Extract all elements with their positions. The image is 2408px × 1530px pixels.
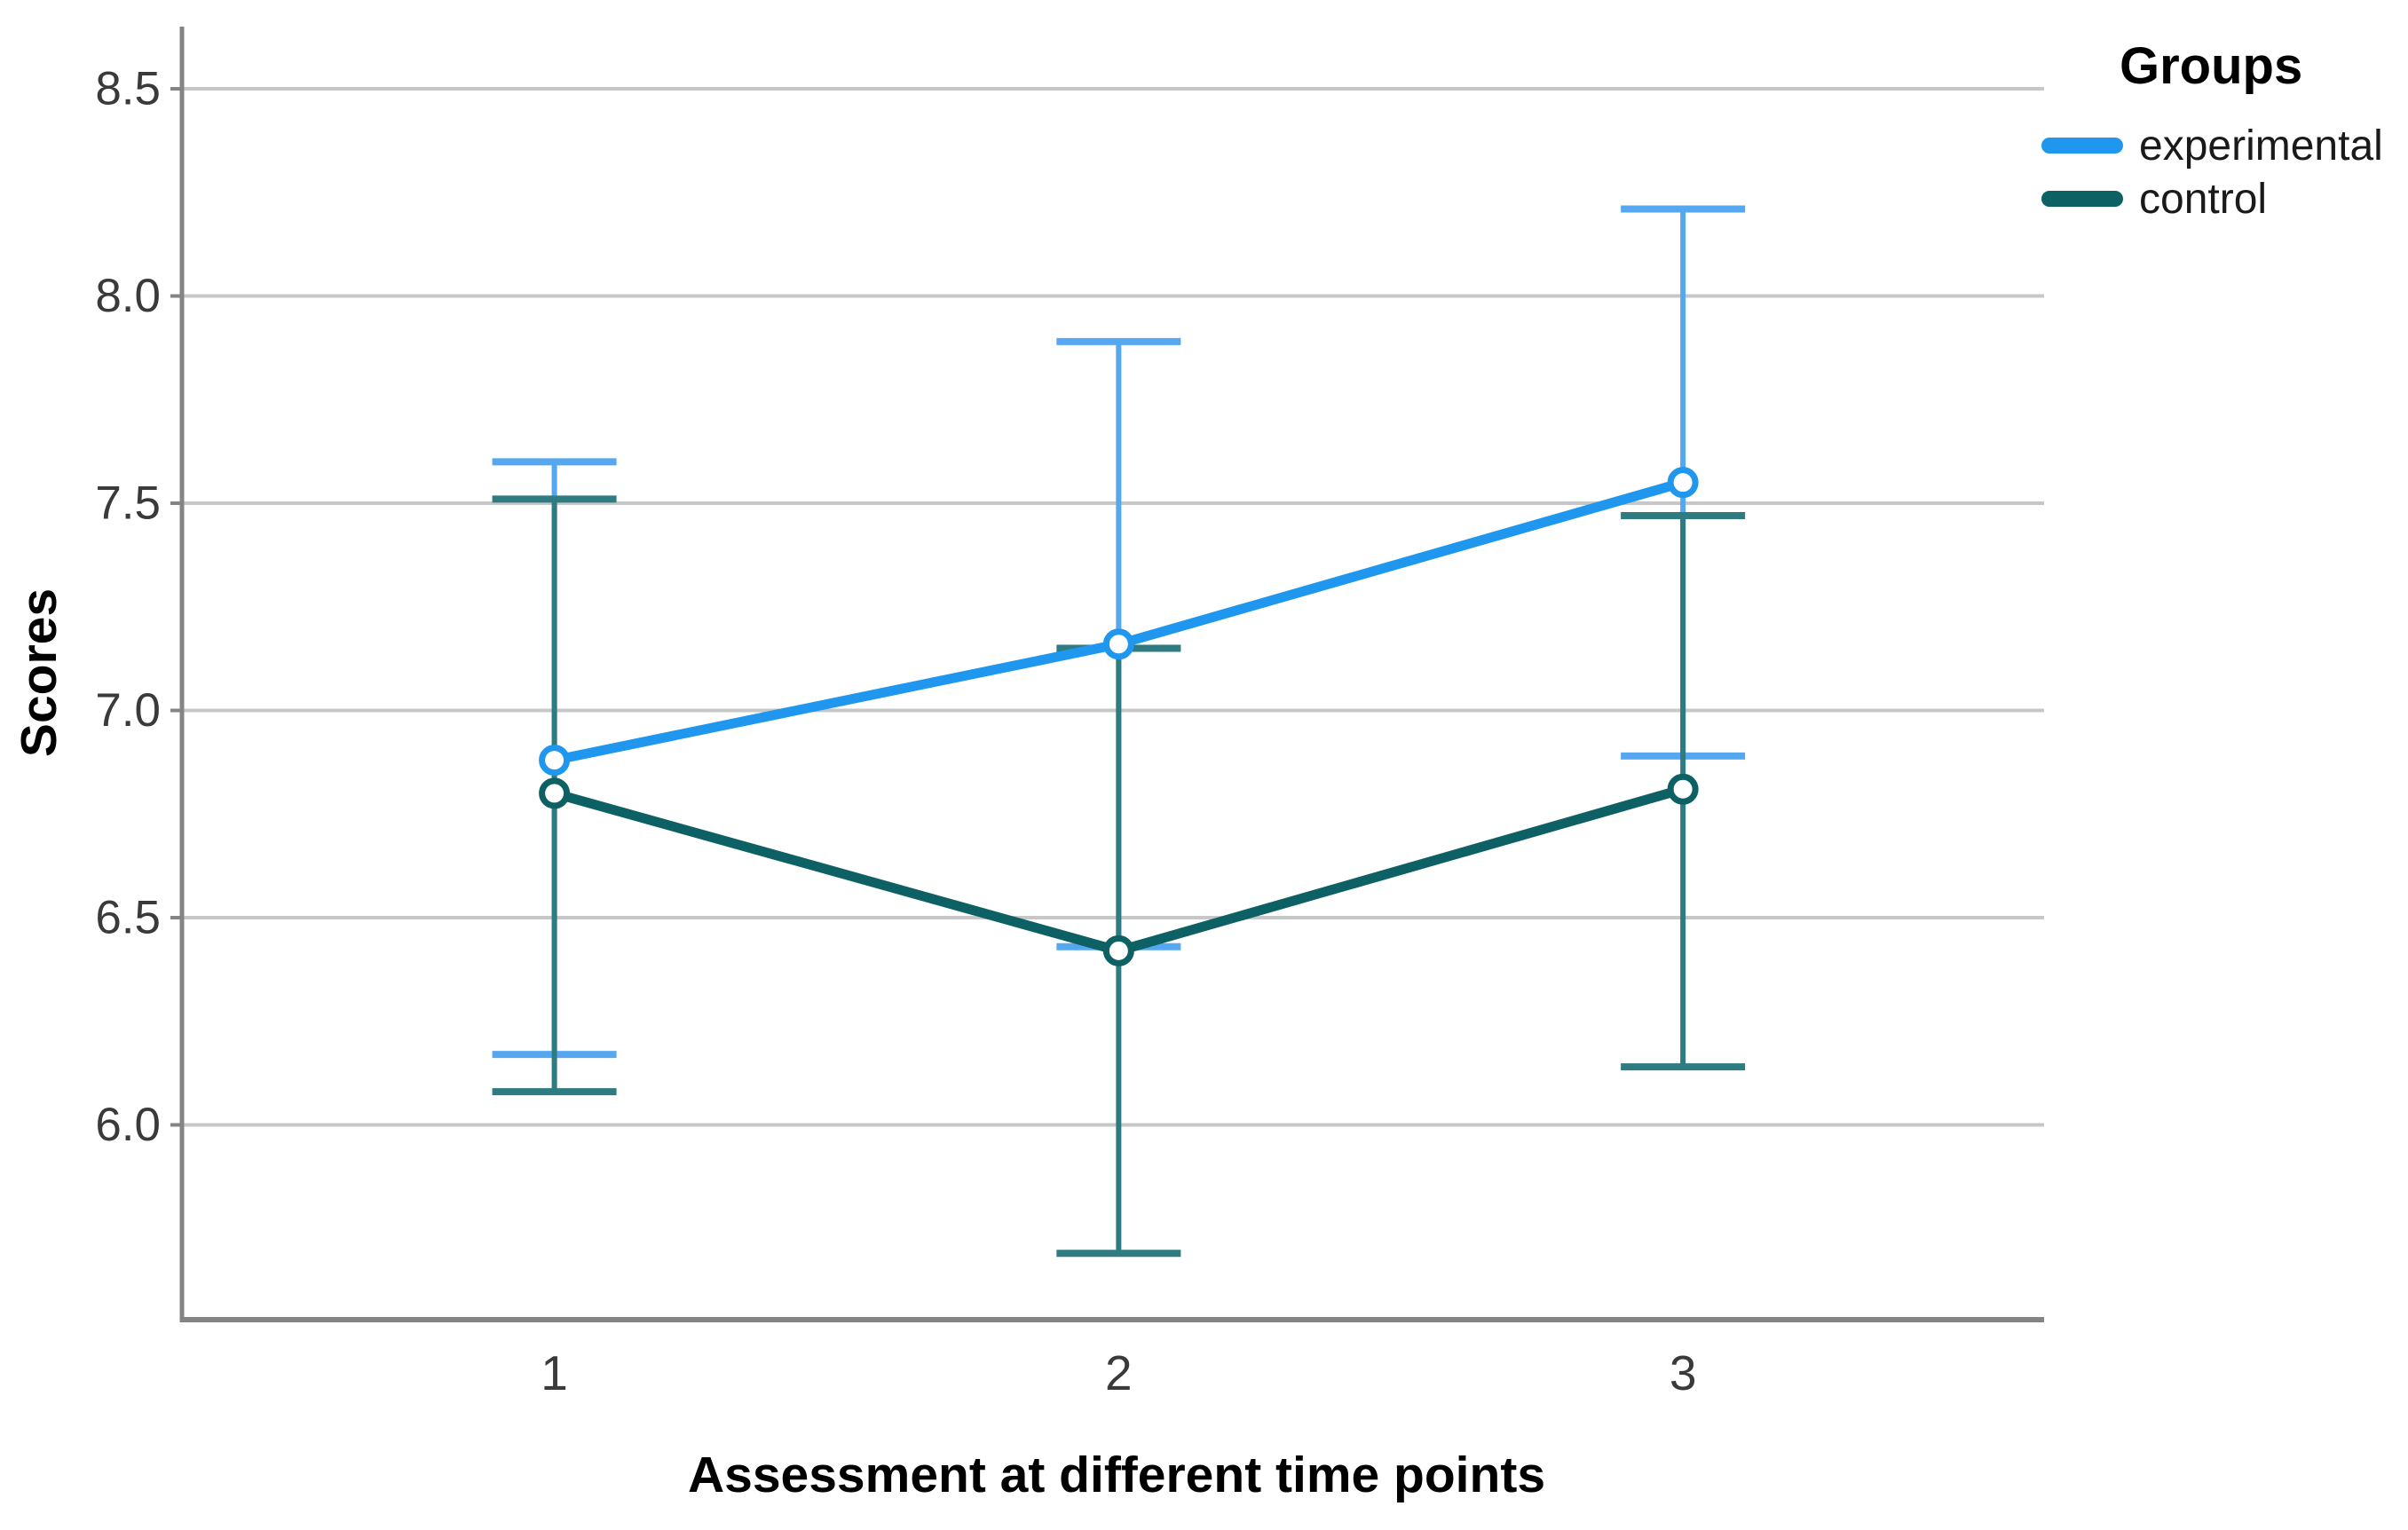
y-tick-label-7.5: 7.5 — [95, 477, 161, 530]
x-tick-label-2: 2 — [1105, 1345, 1133, 1400]
y-tick-label-6.0: 6.0 — [95, 1099, 161, 1151]
x-tick-label-3: 3 — [1670, 1345, 1697, 1400]
x-tick-label-1: 1 — [541, 1345, 568, 1400]
legend-items: experimental control — [2041, 119, 2405, 225]
experimental-marker-1 — [539, 745, 571, 777]
legend-item-control: control — [2041, 172, 2405, 225]
control-marker-1 — [539, 777, 571, 809]
legend-swatch-experimental — [2041, 138, 2123, 154]
experimental-marker-2 — [1102, 628, 1134, 660]
experimental-marker-3 — [1667, 467, 1699, 499]
y-tick-label-8.0: 8.0 — [95, 270, 161, 322]
legend: Groups experimental control — [2041, 37, 2405, 225]
legend-item-experimental: experimental — [2041, 119, 2405, 172]
legend-label-experimental: experimental — [2139, 122, 2383, 170]
y-tick-label-7.0: 7.0 — [95, 684, 161, 737]
legend-label-control: control — [2139, 175, 2268, 223]
legend-swatch-control — [2041, 191, 2123, 207]
legend-title: Groups — [2120, 37, 2303, 95]
y-axis-title: Scores — [11, 588, 67, 758]
control-marker-2 — [1102, 935, 1134, 966]
y-tick-label-6.5: 6.5 — [95, 892, 161, 944]
y-tick-label-8.5: 8.5 — [95, 63, 161, 115]
x-axis-title: Assessment at different time points — [687, 1447, 1546, 1503]
control-marker-3 — [1667, 773, 1699, 805]
